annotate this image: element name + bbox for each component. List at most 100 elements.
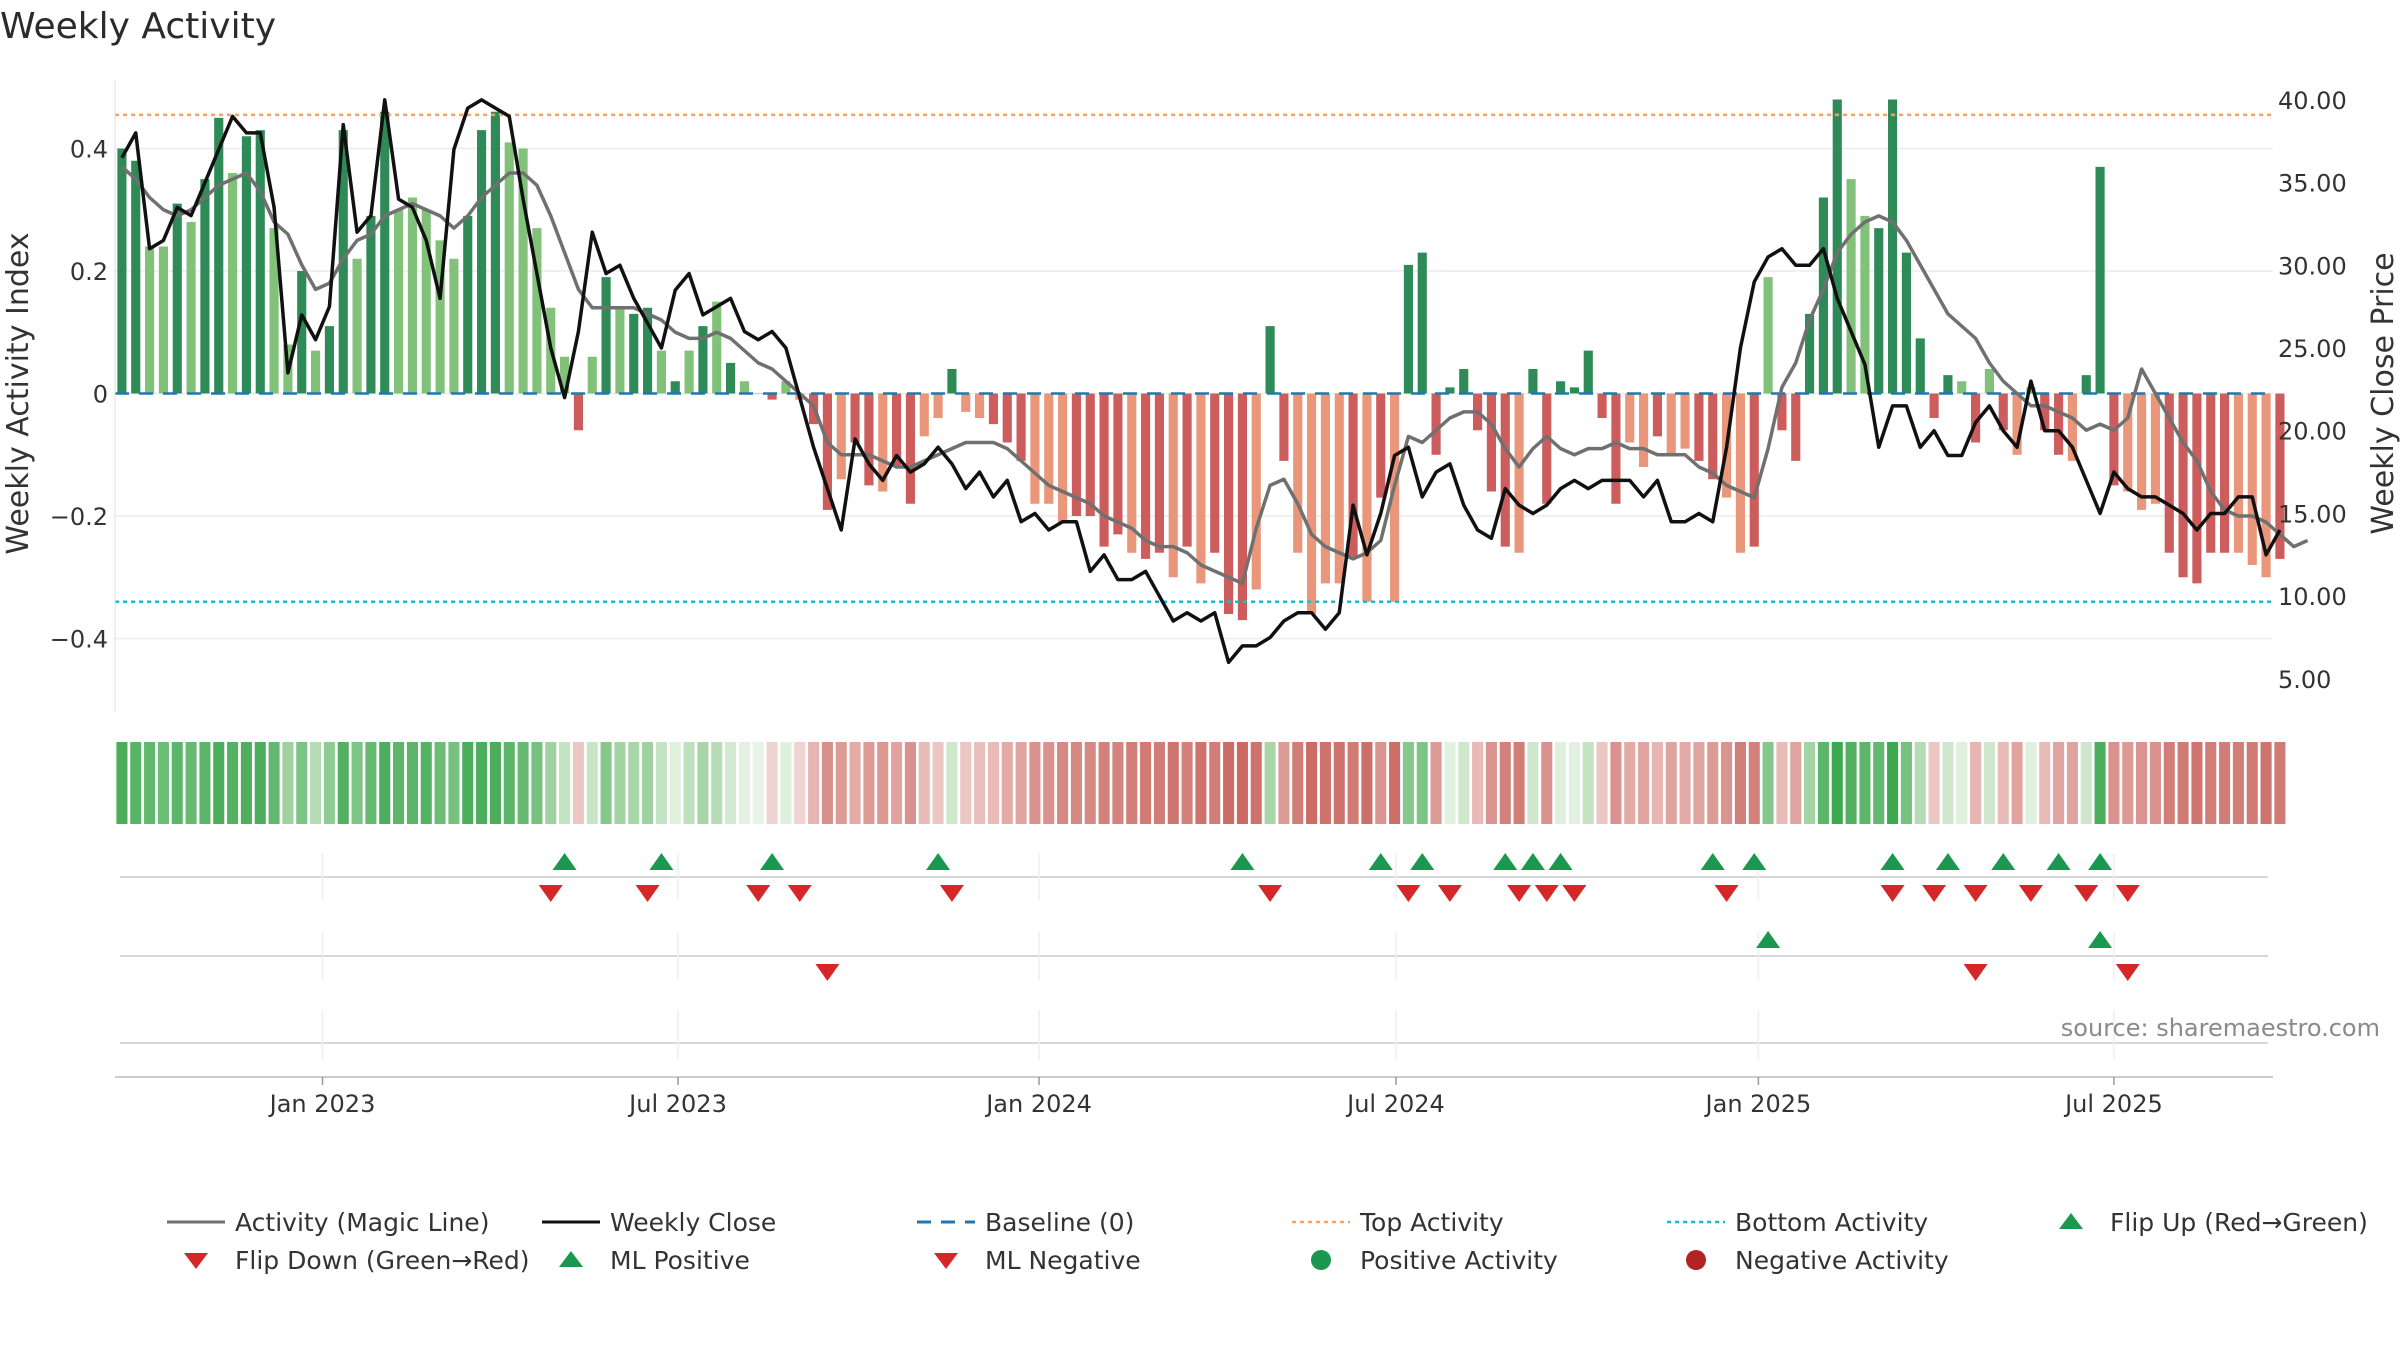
activity-bar xyxy=(477,130,487,394)
activity-bar xyxy=(1307,393,1317,614)
strip-cell xyxy=(642,742,654,824)
activity-bar xyxy=(1639,393,1649,467)
strip-cell xyxy=(1541,742,1553,824)
activity-bar xyxy=(518,148,528,394)
strip-cell xyxy=(600,742,612,824)
activity-bar xyxy=(1251,393,1261,590)
strip-cell xyxy=(365,742,377,824)
dotted-cyan-line-icon xyxy=(1665,1205,1727,1239)
legend-item-magic-line: Activity (Magic Line) xyxy=(165,1205,489,1239)
legend-label: Negative Activity xyxy=(1735,1245,1949,1275)
strip-cell xyxy=(877,742,889,824)
strip-cell xyxy=(213,742,225,824)
activity-bar xyxy=(2026,387,2036,394)
strip-cell xyxy=(2080,742,2092,824)
activity-bar xyxy=(1445,387,1455,394)
activity-bar xyxy=(726,362,736,394)
x-tick-label: Jul 2025 xyxy=(2063,1090,2163,1118)
activity-bar xyxy=(1237,393,1247,621)
strip-cell xyxy=(1956,742,1968,824)
activity-bar xyxy=(407,197,417,394)
activity-bar xyxy=(1860,215,1870,394)
strip-cell xyxy=(1997,742,2009,824)
strip-cell xyxy=(1555,742,1567,824)
activity-bar xyxy=(2275,393,2285,559)
activity-bar xyxy=(975,393,985,418)
activity-bar xyxy=(2164,393,2174,553)
activity-bar xyxy=(1625,393,1635,443)
strip-cell xyxy=(171,742,183,824)
strip-cell xyxy=(1375,742,1387,824)
activity-bar xyxy=(1099,393,1109,547)
activity-bar xyxy=(490,111,500,394)
activity-bar xyxy=(1154,393,1164,553)
activity-bar xyxy=(643,307,653,394)
strip-cell xyxy=(752,742,764,824)
activity-bar xyxy=(1569,387,1579,394)
strip-cell xyxy=(144,742,156,824)
strip-cell xyxy=(1804,742,1816,824)
strip-cell xyxy=(1721,742,1733,824)
strip-cell xyxy=(1001,742,1013,824)
strip-cell xyxy=(738,742,750,824)
legend-label: Positive Activity xyxy=(1360,1245,1558,1275)
strip-cell xyxy=(1043,742,1055,824)
flip-up-marker xyxy=(1935,853,1960,870)
strip-cell xyxy=(379,742,391,824)
activity-bar xyxy=(629,313,639,394)
activity-bar xyxy=(933,393,943,418)
activity-bar xyxy=(1210,393,1220,553)
strip-cell xyxy=(1416,742,1428,824)
left-tick-label: −0.4 xyxy=(50,626,108,654)
activity-bar xyxy=(1127,393,1137,553)
activity-bar xyxy=(1528,369,1538,394)
strip-cell xyxy=(227,742,239,824)
strip-cell xyxy=(1914,742,1926,824)
strip-cell xyxy=(1057,742,1069,824)
activity-bar xyxy=(2178,393,2188,578)
activity-bar xyxy=(1652,393,1662,437)
strip-cell xyxy=(1887,742,1899,824)
legend-item-negative-activity: Negative Activity xyxy=(1665,1243,1949,1277)
activity-bar xyxy=(1943,375,1953,394)
flip-down-marker xyxy=(787,885,812,902)
strip-cell xyxy=(946,742,958,824)
axes: 0.4 0.2 0 −0.2 −0.4 40.00 35.00 30.00 25.00 20.00… xyxy=(1,80,2400,712)
activity-bar xyxy=(1320,393,1330,584)
activity-bar xyxy=(878,393,888,492)
activity-bar xyxy=(2261,393,2271,578)
flip-down-marker xyxy=(1437,885,1462,902)
activity-bar xyxy=(1431,393,1441,455)
strip-cell xyxy=(1472,742,1484,824)
flip-down-marker xyxy=(1507,885,1532,902)
strip-cell xyxy=(1084,742,1096,824)
strip-cell xyxy=(1402,742,1414,824)
activity-bar xyxy=(463,215,473,394)
activity-bar xyxy=(988,393,998,425)
activity-bar xyxy=(1777,393,1787,431)
strip-cell xyxy=(268,742,280,824)
red-circle-icon xyxy=(1665,1243,1727,1277)
activity-bar xyxy=(1971,393,1981,443)
activity-bar xyxy=(394,209,404,394)
right-tick-label: 5.00 xyxy=(2278,666,2331,694)
left-tick-label: −0.2 xyxy=(50,503,108,531)
activity-bar xyxy=(1556,381,1566,394)
flip-down-marker xyxy=(1922,885,1947,902)
strip-cell xyxy=(1707,742,1719,824)
strip-cell xyxy=(559,742,571,824)
strip-cell xyxy=(960,742,972,824)
flip-down-marker xyxy=(2074,885,2099,902)
legend-item-positive-activity: Positive Activity xyxy=(1290,1243,1558,1277)
activity-bar xyxy=(656,350,666,394)
strip-cell xyxy=(2094,742,2106,824)
strip-cell xyxy=(1292,742,1304,824)
right-tick-label: 20.00 xyxy=(2278,418,2347,446)
strip-cell xyxy=(1223,742,1235,824)
flip-down-marker xyxy=(635,885,660,902)
activity-bar xyxy=(131,160,141,394)
activity-bar xyxy=(1182,393,1192,547)
strip-cell xyxy=(1167,742,1179,824)
strip-cell xyxy=(808,742,820,824)
flip-down-marker xyxy=(1396,885,1421,902)
